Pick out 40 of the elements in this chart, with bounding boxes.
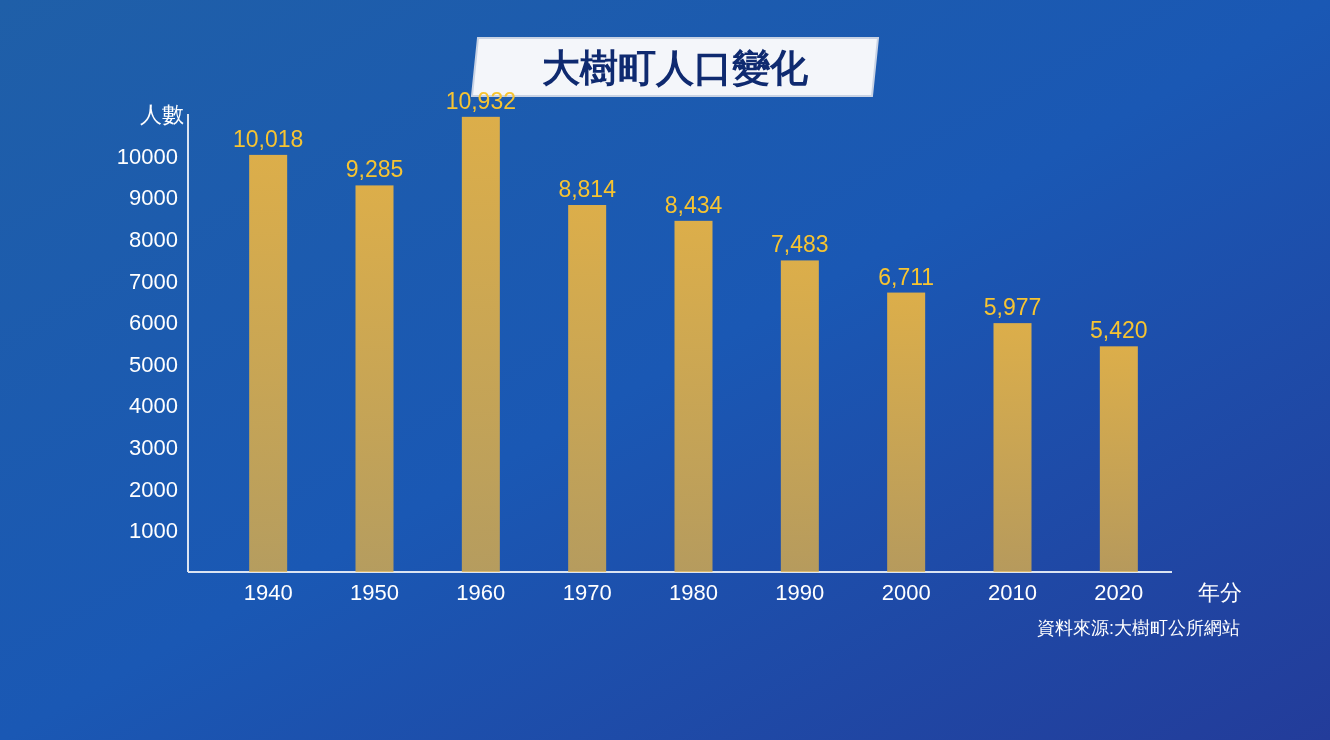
bar: [887, 292, 926, 572]
bar: [674, 220, 713, 572]
data-label: 5,977: [983, 294, 1042, 321]
y-axis-title: 人數: [140, 102, 184, 127]
y-tick-label: 3000: [129, 435, 178, 461]
x-tick-label: 2020: [1094, 580, 1144, 605]
bar: [355, 185, 394, 572]
y-tick-label: 7000: [129, 268, 178, 294]
data-label: 9,285: [345, 156, 404, 183]
bar: [780, 260, 819, 572]
x-tick-label: 1980: [669, 580, 718, 605]
x-tick-label: 1990: [775, 580, 825, 605]
y-tick-label: 10000: [116, 143, 178, 169]
x-tick-label: 1940: [243, 580, 293, 605]
bar: [568, 205, 607, 572]
y-tick-label: 6000: [129, 310, 178, 336]
x-tick-label: 1950: [350, 580, 399, 605]
data-label: 8,814: [558, 176, 617, 203]
y-tick-label: 2000: [129, 476, 178, 502]
x-axis-title: 年分: [1198, 580, 1242, 605]
y-tick-label: 8000: [129, 226, 178, 252]
x-tick-label: 1970: [562, 580, 612, 605]
chart-title: 大樹町人口變化: [542, 47, 809, 89]
source-note: 資料來源:大樹町公所網站: [1036, 618, 1240, 638]
data-label: 7,483: [771, 231, 829, 258]
data-label: 6,711: [878, 263, 935, 290]
data-label: 10,018: [232, 125, 304, 152]
y-tick-label: 5000: [129, 351, 178, 377]
bar: [993, 323, 1032, 572]
y-tick-label: 9000: [129, 185, 178, 211]
bar: [1099, 346, 1138, 572]
x-tick-label: 2000: [881, 580, 931, 605]
bar: [461, 116, 500, 572]
y-tick-label: 4000: [129, 393, 178, 419]
data-label: 5,420: [1090, 317, 1148, 344]
x-tick-label: 1960: [456, 580, 506, 605]
x-tick-label: 2010: [988, 580, 1037, 605]
bar: [249, 154, 288, 572]
data-label: 8,434: [664, 191, 723, 218]
y-tick-label: 1000: [129, 518, 178, 544]
